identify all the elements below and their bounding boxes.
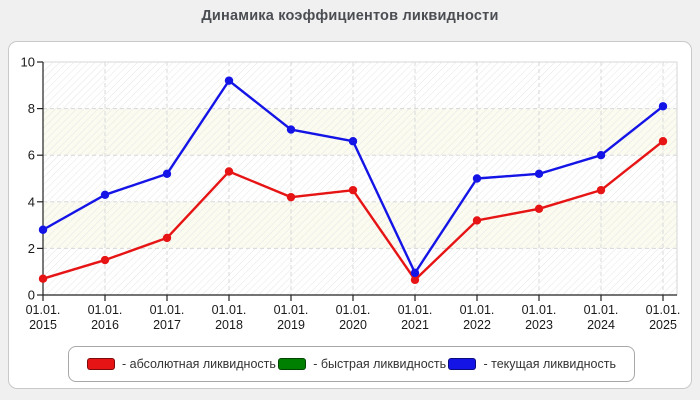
legend-item-quick-liquidity: - быстрая ликвидность	[278, 357, 446, 371]
data-point	[162, 169, 172, 179]
y-axis-labels: 0 2 4 6 8 10	[21, 55, 35, 303]
svg-text:01.01.2021: 01.01. 2021	[398, 303, 433, 332]
x-axis-labels: 01.01. 2015 01.01. 2016 01.01. 2017 01.01. 2018…	[26, 303, 681, 332]
svg-text:4: 4	[28, 194, 35, 209]
data-point	[286, 192, 296, 202]
data-point	[658, 102, 668, 111]
chart-panel: 0 2 4 6 8 10 01.01. 2015 01.01. 2016 01.01. 2017 01.…	[8, 41, 692, 389]
data-point	[348, 185, 358, 195]
data-point	[224, 76, 234, 85]
svg-text:01.01.2015: 01.01. 2015	[26, 303, 61, 332]
series-absolute-liquidity	[38, 137, 668, 285]
data-point	[472, 216, 482, 225]
axes	[37, 61, 677, 301]
legend: - абсолютная ликвидность - быстрая ликви…	[68, 346, 635, 382]
data-point	[596, 151, 606, 160]
data-point	[286, 125, 296, 134]
plot-background	[42, 61, 678, 296]
data-point	[38, 225, 48, 234]
legend-item-absolute-liquidity: - абсолютная ликвидность	[87, 357, 276, 371]
absolute-liquidity-swatch	[87, 358, 115, 370]
data-point	[534, 169, 544, 179]
svg-text:0: 0	[28, 288, 35, 303]
svg-text:01.01.2024: 01.01. 2024	[584, 303, 619, 332]
chart-title: Динамика коэффициентов ликвидности	[201, 8, 499, 24]
data-point	[658, 137, 668, 146]
svg-text:01.01.2020: 01.01. 2020	[336, 303, 371, 332]
legend-label-quick: - быстрая ликвидность	[313, 357, 447, 371]
svg-text:01.01.2023: 01.01. 2023	[522, 303, 557, 332]
svg-text:01.01.2018: 01.01. 2018	[212, 303, 247, 332]
data-point	[410, 275, 420, 285]
current-liquidity-swatch	[448, 358, 477, 370]
data-point	[596, 185, 606, 195]
svg-text:8: 8	[28, 101, 35, 116]
svg-text:6: 6	[28, 148, 35, 163]
data-point	[534, 204, 544, 213]
svg-text:01.01.2022: 01.01. 2022	[460, 303, 495, 332]
data-point	[224, 167, 234, 176]
svg-text:01.01.2025: 01.01. 2025	[646, 303, 681, 332]
quick-liquidity-swatch	[278, 358, 307, 370]
grid	[43, 61, 677, 295]
series-current-liquidity	[38, 76, 668, 278]
data-point	[100, 190, 110, 200]
svg-text:01.01.2017: 01.01. 2017	[150, 303, 185, 332]
data-point	[410, 268, 420, 278]
data-point	[348, 137, 358, 146]
svg-text:01.01.2019: 01.01. 2019	[274, 303, 309, 332]
svg-text:10: 10	[21, 55, 35, 70]
legend-label-absolute: - абсолютная ликвидность	[122, 357, 276, 371]
svg-text:01.01.2016: 01.01. 2016	[88, 303, 123, 332]
svg-text:2: 2	[28, 241, 35, 256]
data-point	[100, 255, 110, 265]
data-point	[472, 174, 482, 183]
data-point	[162, 233, 172, 243]
data-point	[38, 274, 48, 283]
legend-item-current-liquidity: - текущая ликвидность	[448, 357, 616, 371]
legend-label-current: - текущая ликвидность	[483, 357, 616, 371]
